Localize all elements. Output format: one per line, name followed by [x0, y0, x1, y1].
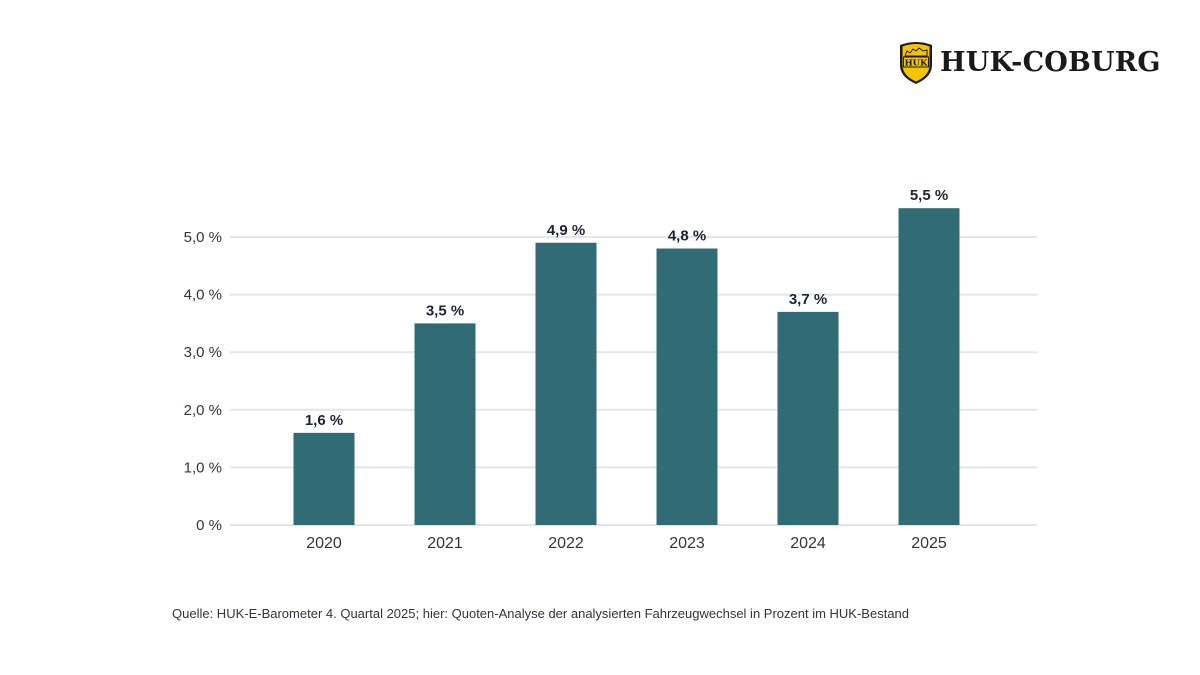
bar-2020: [293, 432, 355, 525]
y-tick-label: 4,0 %: [184, 287, 222, 304]
huk-coburg-logo: HUK HUK-COBURG: [898, 39, 1161, 85]
data-label: 4,9 %: [547, 222, 585, 239]
x-tick-label: 2025: [911, 535, 947, 552]
data-labels: 1,6 % 3,5 % 4,9 % 4,8 % 3,7 % 5,5 %: [305, 187, 948, 429]
data-label: 1,6 %: [305, 412, 343, 429]
x-tick-label: 2022: [548, 535, 584, 552]
y-tick-label: 1,0 %: [184, 459, 222, 476]
x-tick-label: 2020: [306, 535, 342, 552]
x-tick-label: 2024: [790, 535, 826, 552]
x-axis-ticks: 2020 2021 2022 2023 2024 2025: [306, 535, 947, 552]
shield-icon: HUK: [900, 42, 932, 84]
data-label: 5,5 %: [910, 187, 948, 204]
source-note: Quelle: HUK-E-Barometer 4. Quartal 2025;…: [172, 606, 910, 621]
brand-name: HUK-COBURG: [940, 46, 1161, 78]
bar-2022: [535, 242, 597, 525]
y-tick-label: 0 %: [196, 517, 222, 534]
bars: [293, 208, 960, 525]
x-tick-label: 2021: [427, 535, 463, 552]
data-label: 4,8 %: [668, 228, 706, 245]
data-label: 3,7 %: [789, 291, 827, 308]
shield-text: HUK: [905, 59, 928, 69]
bar-2025: [898, 208, 960, 525]
y-axis-ticks: 0 % 1,0 % 2,0 % 3,0 % 4,0 % 5,0 %: [184, 229, 222, 534]
x-tick-label: 2023: [669, 535, 705, 552]
y-tick-label: 2,0 %: [184, 402, 222, 419]
y-tick-label: 3,0 %: [184, 344, 222, 361]
y-tick-label: 5,0 %: [184, 229, 222, 246]
bar-2024: [777, 311, 839, 525]
bar-2021: [414, 323, 476, 525]
bar-2023: [656, 248, 718, 525]
data-label: 3,5 %: [426, 302, 464, 319]
